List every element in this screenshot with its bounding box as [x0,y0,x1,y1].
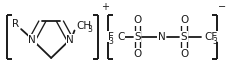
Text: S: S [134,32,141,42]
Text: S: S [181,32,188,42]
Text: N: N [66,35,74,45]
Text: N: N [158,32,166,42]
Text: O: O [180,15,188,25]
Text: −: − [218,2,226,12]
Text: N: N [28,35,36,45]
Text: CH: CH [77,21,92,31]
Text: R: R [12,19,19,29]
Text: O: O [180,49,188,59]
Text: +: + [101,2,109,12]
Text: O: O [133,15,142,25]
Text: O: O [133,49,142,59]
Text: 3: 3 [213,37,217,46]
Text: F: F [108,32,114,42]
Text: 3: 3 [87,25,92,34]
Text: C: C [117,32,125,42]
Text: 3: 3 [108,37,113,46]
Text: CF: CF [205,32,218,42]
